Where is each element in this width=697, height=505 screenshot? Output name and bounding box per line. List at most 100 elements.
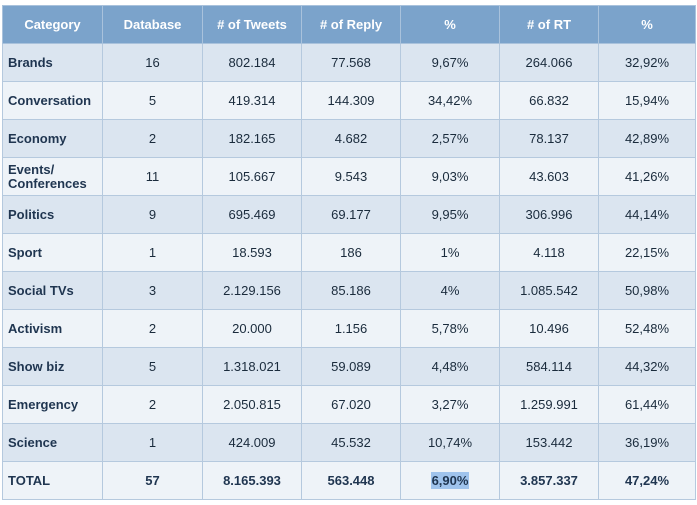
cell-reply: 85.186 xyxy=(301,271,401,310)
cell-reply-percent: 2,57% xyxy=(400,119,500,158)
total-row: TOTAL 57 8.165.393 563.448 6,90% 3.857.3… xyxy=(2,461,696,500)
cell-reply: 45.532 xyxy=(301,423,401,462)
table-row: Activism 2 20.000 1.156 5,78% 10.496 52,… xyxy=(2,309,696,348)
cell-rt: 153.442 xyxy=(499,423,599,462)
cell-reply: 4.682 xyxy=(301,119,401,158)
cell-database: 16 xyxy=(102,43,203,82)
cell-rt-percent: 50,98% xyxy=(598,271,696,310)
cell-reply-percent: 9,03% xyxy=(400,157,500,196)
cell-category: Activism xyxy=(2,309,103,348)
header-reply: # of Reply xyxy=(301,5,401,44)
cell-database: 1 xyxy=(102,423,203,462)
cell-reply-percent: 9,67% xyxy=(400,43,500,82)
cell-database: 11 xyxy=(102,157,203,196)
cell-reply-percent: 5,78% xyxy=(400,309,500,348)
cell-reply: 9.543 xyxy=(301,157,401,196)
table-row: Politics 9 695.469 69.177 9,95% 306.996 … xyxy=(2,195,696,234)
cell-rt-percent: 36,19% xyxy=(598,423,696,462)
table-row: Sport 1 18.593 186 1% 4.118 22,15% xyxy=(2,233,696,272)
cell-reply: 69.177 xyxy=(301,195,401,234)
header-rt: # of RT xyxy=(499,5,599,44)
cell-database: 1 xyxy=(102,233,203,272)
cell-category: Conversation xyxy=(2,81,103,120)
header-database: Database xyxy=(102,5,203,44)
cell-category: Events/ Conferences xyxy=(2,157,103,196)
cell-rt: 10.496 xyxy=(499,309,599,348)
cell-rt: 43.603 xyxy=(499,157,599,196)
cell-rt-percent: 52,48% xyxy=(598,309,696,348)
cell-rt: 78.137 xyxy=(499,119,599,158)
cell-rt: 66.832 xyxy=(499,81,599,120)
cell-reply: 59.089 xyxy=(301,347,401,386)
table-row: Social TVs 3 2.129.156 85.186 4% 1.085.5… xyxy=(2,271,696,310)
table-row: Science 1 424.009 45.532 10,74% 153.442 … xyxy=(2,423,696,462)
cell-database: 5 xyxy=(102,347,203,386)
cell-reply-percent: 3,27% xyxy=(400,385,500,424)
table-row: Economy 2 182.165 4.682 2,57% 78.137 42,… xyxy=(2,119,696,158)
header-tweets: # of Tweets xyxy=(202,5,302,44)
cell-tweets: 419.314 xyxy=(202,81,302,120)
cell-tweets: 2.050.815 xyxy=(202,385,302,424)
cell-rt: 4.118 xyxy=(499,233,599,272)
cell-reply: 67.020 xyxy=(301,385,401,424)
selected-text-highlight[interactable]: 6,90% xyxy=(430,472,470,489)
cell-tweets: 695.469 xyxy=(202,195,302,234)
cell-category: Politics xyxy=(2,195,103,234)
header-rt-percent: % xyxy=(598,5,696,44)
total-rt-percent: 47,24% xyxy=(598,461,696,500)
cell-tweets: 2.129.156 xyxy=(202,271,302,310)
cell-reply-percent: 34,42% xyxy=(400,81,500,120)
table-row: Emergency 2 2.050.815 67.020 3,27% 1.259… xyxy=(2,385,696,424)
cell-rt-percent: 41,26% xyxy=(598,157,696,196)
cell-reply-percent: 1% xyxy=(400,233,500,272)
cell-category: Emergency xyxy=(2,385,103,424)
cell-database: 5 xyxy=(102,81,203,120)
total-reply-percent-cell: 6,90% xyxy=(400,461,500,500)
cell-rt-percent: 44,14% xyxy=(598,195,696,234)
header-category: Category xyxy=(2,5,103,44)
cell-rt: 584.114 xyxy=(499,347,599,386)
header-reply-percent: % xyxy=(400,5,500,44)
table-row: Show biz 5 1.318.021 59.089 4,48% 584.11… xyxy=(2,347,696,386)
table-row: Brands 16 802.184 77.568 9,67% 264.066 3… xyxy=(2,43,696,82)
cell-database: 9 xyxy=(102,195,203,234)
cell-database: 2 xyxy=(102,119,203,158)
cell-tweets: 20.000 xyxy=(202,309,302,348)
cell-tweets: 802.184 xyxy=(202,43,302,82)
cell-tweets: 1.318.021 xyxy=(202,347,302,386)
cell-tweets: 182.165 xyxy=(202,119,302,158)
cell-rt-percent: 44,32% xyxy=(598,347,696,386)
cell-rt-percent: 15,94% xyxy=(598,81,696,120)
cell-category: Brands xyxy=(2,43,103,82)
table-row: Conversation 5 419.314 144.309 34,42% 66… xyxy=(2,81,696,120)
cell-rt-percent: 42,89% xyxy=(598,119,696,158)
stats-table-container: Category Database # of Tweets # of Reply… xyxy=(2,5,696,500)
cell-category: Science xyxy=(2,423,103,462)
cell-rt: 1.085.542 xyxy=(499,271,599,310)
cell-reply: 77.568 xyxy=(301,43,401,82)
cell-rt: 264.066 xyxy=(499,43,599,82)
cell-rt: 1.259.991 xyxy=(499,385,599,424)
cell-category: Sport xyxy=(2,233,103,272)
cell-reply-percent: 4,48% xyxy=(400,347,500,386)
cell-database: 3 xyxy=(102,271,203,310)
cell-reply-percent: 10,74% xyxy=(400,423,500,462)
cell-database: 2 xyxy=(102,309,203,348)
cell-tweets: 424.009 xyxy=(202,423,302,462)
cell-category: Social TVs xyxy=(2,271,103,310)
cell-tweets: 18.593 xyxy=(202,233,302,272)
cell-database: 2 xyxy=(102,385,203,424)
table-row: Events/ Conferences 11 105.667 9.543 9,0… xyxy=(2,157,696,196)
cell-category: Show biz xyxy=(2,347,103,386)
total-reply: 563.448 xyxy=(301,461,401,500)
cell-reply: 186 xyxy=(301,233,401,272)
cell-reply: 1.156 xyxy=(301,309,401,348)
total-rt: 3.857.337 xyxy=(499,461,599,500)
total-label: TOTAL xyxy=(2,461,103,500)
cell-category: Economy xyxy=(2,119,103,158)
cell-reply: 144.309 xyxy=(301,81,401,120)
cell-reply-percent: 4% xyxy=(400,271,500,310)
table-header-row: Category Database # of Tweets # of Reply… xyxy=(2,5,696,44)
total-database: 57 xyxy=(102,461,203,500)
cell-rt: 306.996 xyxy=(499,195,599,234)
